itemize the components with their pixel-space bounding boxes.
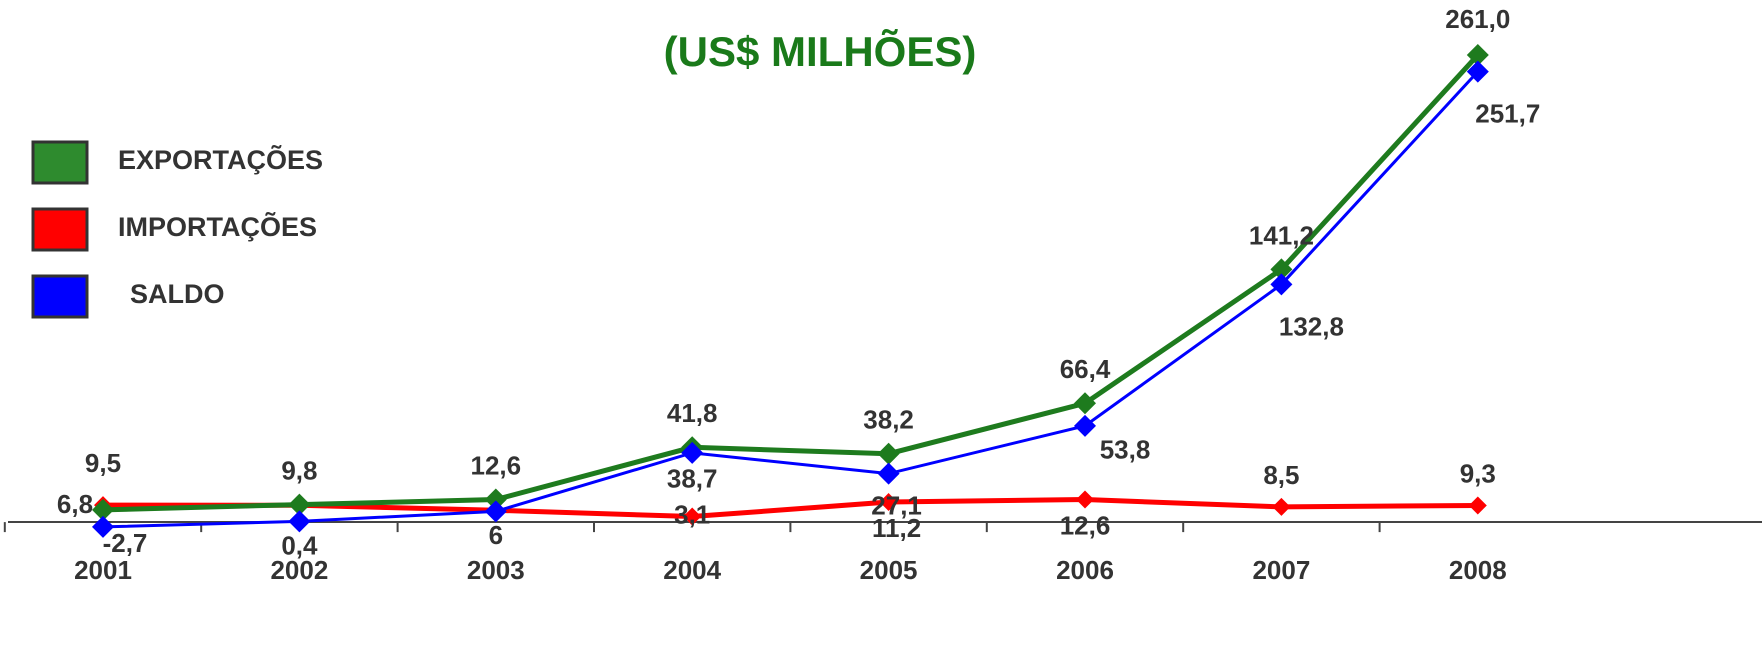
data-point: [1272, 497, 1291, 516]
data-point: [877, 462, 900, 485]
data-point: [484, 500, 507, 523]
data-point: [288, 510, 311, 533]
data-label: 53,8: [1100, 435, 1151, 465]
data-point: [1270, 258, 1293, 281]
data-label: 27,1: [871, 490, 922, 520]
data-point: [92, 498, 114, 521]
data-label: 3,1: [674, 499, 710, 529]
data-label: 38,2: [863, 405, 914, 435]
data-point: [1468, 496, 1487, 515]
data-point: [683, 507, 702, 526]
x-tick-label: 2002: [270, 555, 328, 585]
data-point: [1074, 392, 1096, 415]
data-point: [1074, 414, 1096, 437]
x-tick-label: 2005: [860, 555, 918, 585]
data-label: 9,8: [281, 455, 317, 485]
data-label: 12,6: [1060, 510, 1111, 540]
data-point: [877, 442, 900, 465]
data-label: 132,8: [1279, 311, 1344, 341]
chart-title: (US$ MILHÕES): [664, 27, 977, 75]
legend-label: IMPORTAÇÕES: [118, 211, 317, 242]
data-label: 261,0: [1445, 4, 1510, 34]
x-tick-label: 2008: [1449, 555, 1507, 585]
data-point: [92, 515, 114, 538]
data-label: 0,4: [281, 530, 318, 560]
series-line: [102, 53, 1480, 513]
data-point: [1466, 60, 1489, 83]
data-point: [1076, 490, 1094, 509]
data-point: [1270, 273, 1293, 296]
x-tick-label: 2001: [74, 555, 132, 585]
data-point: [1466, 44, 1489, 67]
data-label: 9,3: [1460, 458, 1496, 488]
legend-swatch: [31, 140, 89, 185]
legend-label: SALDO: [130, 279, 225, 309]
data-label: 141,2: [1249, 220, 1314, 250]
data-label: 12,6: [470, 450, 521, 480]
data-label: 6: [489, 520, 503, 550]
data-label: 11,2: [872, 513, 921, 543]
data-point: [484, 488, 507, 511]
data-label: 66,4: [1060, 354, 1111, 384]
data-label: 6,8: [57, 489, 93, 519]
data-label: 251,7: [1475, 99, 1540, 129]
x-tick-label: 2007: [1252, 555, 1310, 585]
data-point: [681, 441, 704, 464]
data-point: [879, 493, 898, 512]
data-label: -2,7: [103, 528, 148, 558]
x-tick-label: 2006: [1056, 555, 1114, 585]
legend-label: EXPORTAÇÕES: [118, 144, 323, 175]
data-label: 38,7: [667, 464, 718, 494]
legend-swatch: [31, 207, 89, 252]
data-label: 41,8: [667, 398, 718, 428]
data-label: 9,5: [85, 448, 121, 478]
x-tick-label: 2004: [663, 555, 721, 585]
x-tick-label: 2003: [467, 555, 525, 585]
legend-swatch: [31, 274, 89, 319]
data-label: 8,5: [1263, 460, 1299, 490]
series-line: [102, 70, 1479, 529]
data-point: [288, 493, 311, 516]
